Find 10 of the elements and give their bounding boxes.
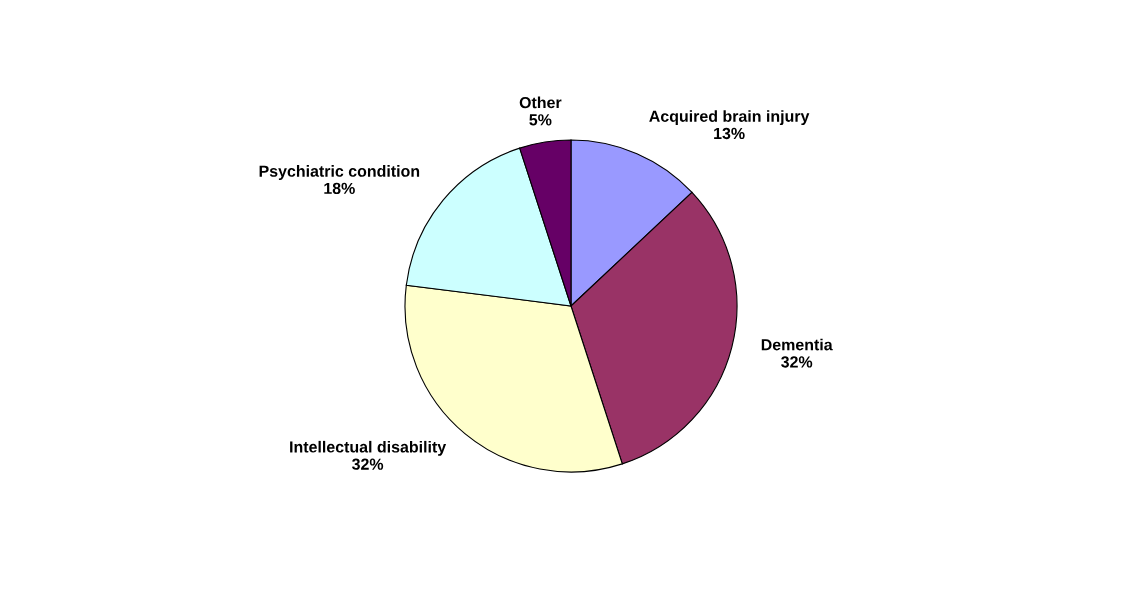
slice-label: Dementia <box>761 338 833 351</box>
slice-label: Acquired brain injury <box>649 110 810 126</box>
data-label: 5% <box>529 114 552 126</box>
data-label: 32% <box>781 356 813 368</box>
data-label: 13% <box>714 127 745 140</box>
slice-label: Intellectual disability <box>290 440 447 456</box>
slice-label: Other <box>519 96 562 109</box>
data-label: 18% <box>324 182 355 195</box>
slice-label: Psychiatric condition <box>259 165 420 180</box>
data-label: 32% <box>351 458 384 470</box>
